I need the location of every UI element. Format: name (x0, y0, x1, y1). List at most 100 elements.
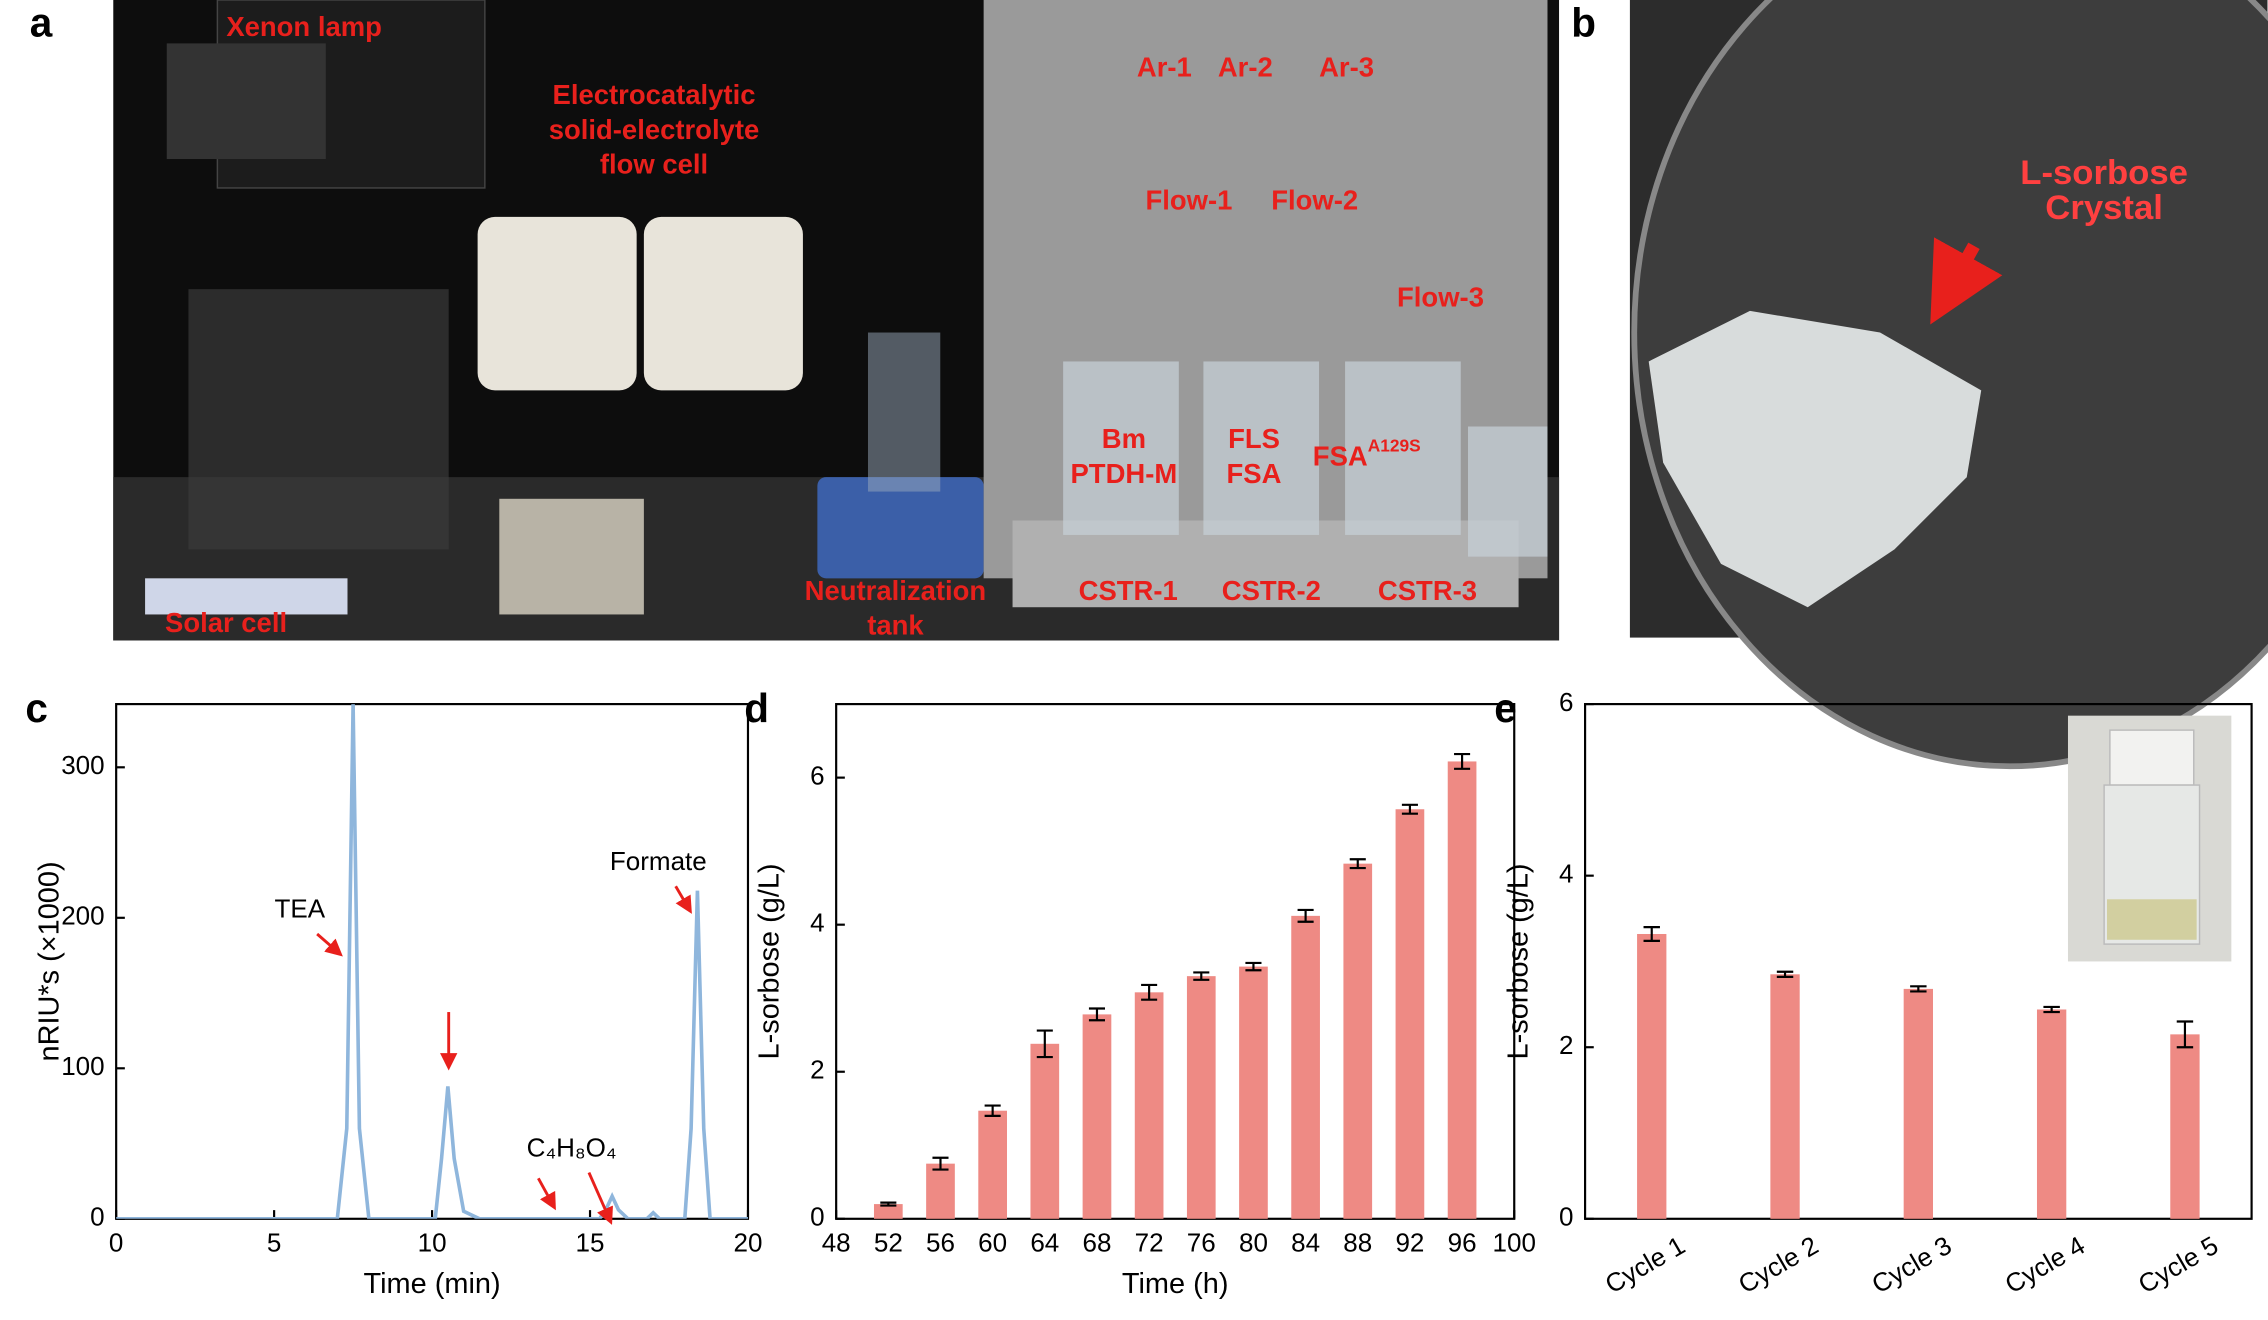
error-bar (984, 1104, 1001, 1117)
photo-label: Ar-2 (1218, 52, 1273, 83)
panel-letter: a (30, 0, 53, 46)
x-tick-label: Cycle 4 (2000, 1230, 2090, 1299)
bar (2170, 1034, 2200, 1219)
annotation-arrow (537, 1177, 556, 1211)
x-axis-label: Time (h) (1122, 1268, 1229, 1300)
x-axis-label: Time (min) (364, 1268, 501, 1300)
photo-label: Ar-1 (1137, 52, 1192, 83)
bar (1770, 974, 1800, 1219)
photo-label: CSTR-3 (1378, 575, 1477, 606)
bar (2036, 1009, 2067, 1219)
bar (1030, 1043, 1060, 1219)
error-bar (1776, 970, 1794, 978)
photo-a (113, 0, 1560, 641)
y-tick-label: 6 (1559, 687, 1573, 717)
error-bar (2043, 1005, 2060, 1014)
y-tick-label: 0 (810, 1202, 824, 1232)
x-tick-label: 0 (109, 1228, 123, 1258)
photo-label: Solar cell (165, 607, 287, 638)
error-bar (1910, 985, 1927, 993)
photo-label: FLS (1228, 423, 1280, 454)
photo-label: Crystal (2045, 189, 2163, 227)
photo-label: Flow-1 (1145, 185, 1232, 216)
bar (1239, 966, 1268, 1219)
photo-label: Flow-3 (1397, 282, 1484, 313)
bar (1082, 1014, 1112, 1219)
y-tick-label: 0 (1559, 1202, 1573, 1232)
x-tick-label: Cycle 5 (2133, 1230, 2223, 1299)
annotation-arrow (587, 1171, 613, 1225)
error-bar (1088, 1007, 1105, 1022)
x-tick-label: 100 (1493, 1228, 1536, 1258)
error-bar (1036, 1029, 1053, 1059)
photo-label: CSTR-1 (1079, 575, 1178, 606)
photo-label: L-sorbose (2020, 154, 2188, 192)
inset-photo (2067, 715, 2232, 962)
x-tick-label: 48 (822, 1228, 851, 1258)
bar (1343, 863, 1373, 1219)
x-tick-label: 15 (576, 1228, 605, 1258)
bar (978, 1110, 1007, 1219)
x-tick-label: Cycle 2 (1733, 1230, 1823, 1299)
bar (1447, 761, 1477, 1219)
x-tick-label: 10 (418, 1228, 447, 1258)
x-tick-label: 96 (1448, 1228, 1477, 1258)
plot-frame (835, 703, 1516, 1220)
y-tick-label: 0 (90, 1202, 104, 1232)
x-tick-label: 60 (978, 1228, 1007, 1258)
photo-label: CSTR-2 (1222, 575, 1321, 606)
y-tick-label: 4 (810, 908, 824, 938)
x-tick-label: 72 (1135, 1228, 1164, 1258)
annotation: TEA (274, 894, 325, 924)
x-tick-label: 5 (267, 1228, 281, 1258)
error-bar (1454, 753, 1471, 770)
error-bar (1643, 926, 1660, 942)
photo-label: PTDH-M (1071, 458, 1178, 489)
panel-letter: b (1571, 0, 1596, 46)
error-bar (1349, 858, 1366, 870)
photo-label: Ar-3 (1319, 52, 1374, 83)
x-tick-label: Cycle 1 (1600, 1230, 1690, 1299)
bar (1291, 915, 1320, 1219)
panel-letter: d (744, 685, 769, 731)
x-tick-label: 64 (1030, 1228, 1059, 1258)
y-axis-label: nRIU*s (×1000) (34, 861, 66, 1061)
panel-letter: e (1494, 685, 1517, 731)
annotation: C₄H₈O₄ (527, 1132, 617, 1162)
y-tick-label: 2 (810, 1055, 824, 1085)
x-tick-label: Cycle 3 (1866, 1230, 1956, 1299)
bar (1637, 933, 1667, 1219)
error-bar (1245, 961, 1262, 972)
error-bar (932, 1156, 949, 1171)
photo-label: FSAA129S (1313, 435, 1421, 471)
photo-label-sup: A129S (1368, 435, 1421, 455)
y-tick-label: 300 (61, 750, 104, 780)
photo-label: Electrocatalytic (553, 79, 756, 110)
x-tick-label: 92 (1395, 1228, 1424, 1258)
annotation-arrow (316, 932, 343, 957)
photo-label: Neutralization (805, 575, 987, 606)
photo-b (1629, 0, 2268, 770)
error-bar (1141, 983, 1158, 1001)
error-bar (1193, 971, 1210, 981)
x-tick-label: 88 (1343, 1228, 1372, 1258)
plot-frame (115, 703, 750, 1220)
bar (1903, 988, 1934, 1219)
error-bar (1401, 803, 1418, 815)
bar (1186, 976, 1216, 1219)
bar (873, 1204, 903, 1219)
x-tick-label: 52 (874, 1228, 903, 1258)
bar (1395, 809, 1425, 1219)
x-tick-label: 56 (926, 1228, 955, 1258)
y-tick-label: 100 (61, 1051, 104, 1081)
chromatogram-line (116, 704, 748, 1219)
annotation-arrow (674, 885, 692, 914)
photo-label: Bm (1102, 423, 1146, 454)
y-axis-label: L-sorbose (g/L) (1503, 863, 1535, 1059)
photo-label-part: FSA (1313, 441, 1368, 472)
x-tick-label: 20 (734, 1228, 763, 1258)
y-tick-label: 200 (61, 901, 104, 931)
photo-label: tank (867, 610, 924, 641)
bar (926, 1163, 955, 1219)
